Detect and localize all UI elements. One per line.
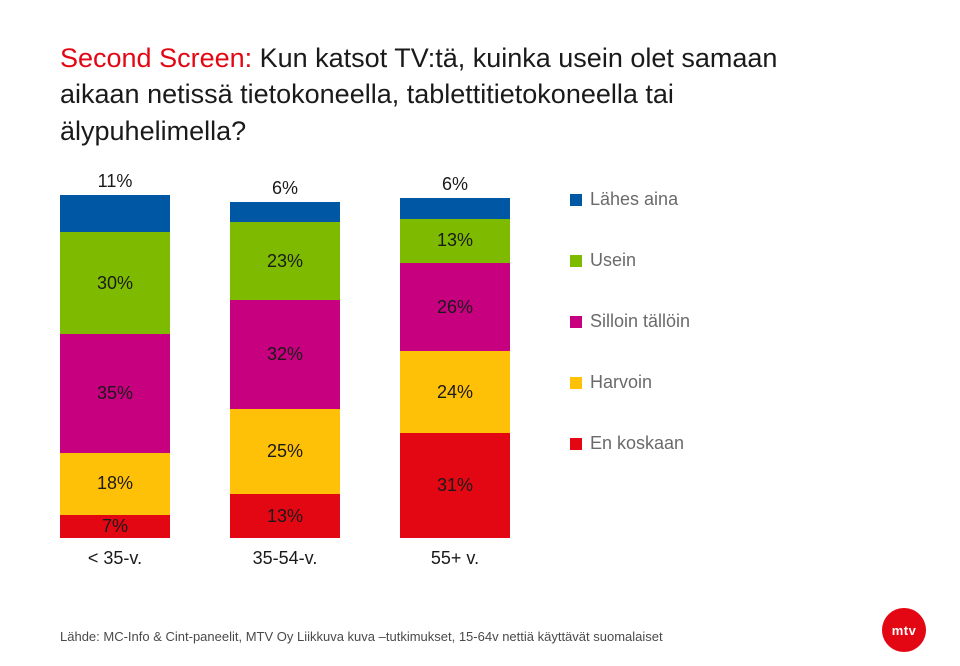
bar-value-label: 24% [437, 382, 473, 403]
bar-value-label: 6% [272, 178, 298, 199]
bar: 11% 30% 35% 18% 7% [60, 195, 170, 538]
bar-group: 6% 23% 32% 25% 13% 35-54-v. [230, 202, 340, 570]
bar-value-label: 26% [437, 297, 473, 318]
bar-segment: 6% [230, 202, 340, 222]
category-label: < 35-v. [88, 548, 142, 569]
bar-value-label: 35% [97, 383, 133, 404]
bar-segment: 25% [230, 409, 340, 494]
legend-item: Lähes aina [570, 189, 690, 210]
bar-segment: 7% [60, 515, 170, 539]
bar-segment: 32% [230, 300, 340, 409]
mtv-logo-text: mtv [892, 623, 917, 638]
bar-group: 6% 13% 26% 24% 31% 55+ v. [400, 198, 510, 569]
bar-segment: 23% [230, 222, 340, 300]
bar-value-label: 13% [267, 506, 303, 527]
legend-item: En koskaan [570, 433, 690, 454]
legend-label: En koskaan [590, 433, 684, 454]
bar-segment: 6% [400, 198, 510, 218]
legend-label: Silloin tällöin [590, 311, 690, 332]
legend-item: Usein [570, 250, 690, 271]
legend-swatch [570, 255, 582, 267]
bar-value-label: 18% [97, 473, 133, 494]
legend-label: Usein [590, 250, 636, 271]
bar-value-label: 31% [437, 475, 473, 496]
chart-area: 11% 30% 35% 18% 7% < 35-v. 6% 23% 32% 25% 13% 35-54… [60, 189, 900, 569]
bar-group: 11% 30% 35% 18% 7% < 35-v. [60, 195, 170, 569]
bar-segment: 24% [400, 351, 510, 433]
bar-segment: 26% [400, 263, 510, 351]
slide: Second Screen: Kun katsot TV:tä, kuinka … [0, 0, 960, 666]
legend-swatch [570, 316, 582, 328]
slide-title: Second Screen: Kun katsot TV:tä, kuinka … [60, 40, 820, 149]
bar-segment: 11% [60, 195, 170, 232]
bar-value-label: 32% [267, 344, 303, 365]
legend-label: Harvoin [590, 372, 652, 393]
legend-label: Lähes aina [590, 189, 678, 210]
legend: Lähes aina Usein Silloin tällöin Harvoin En … [570, 189, 690, 454]
category-label: 35-54-v. [253, 548, 318, 569]
bar: 6% 13% 26% 24% 31% [400, 198, 510, 538]
bar-value-label: 7% [102, 516, 128, 537]
bar-segment: 18% [60, 453, 170, 514]
legend-swatch [570, 194, 582, 206]
bar-value-label: 25% [267, 441, 303, 462]
bar-value-label: 23% [267, 251, 303, 272]
bar-segment: 35% [60, 334, 170, 453]
legend-swatch [570, 377, 582, 389]
bar: 6% 23% 32% 25% 13% [230, 202, 340, 539]
stacked-bar-chart: 11% 30% 35% 18% 7% < 35-v. 6% 23% 32% 25% 13% 35-54… [60, 189, 510, 569]
mtv-logo: mtv [882, 608, 926, 652]
bar-segment: 13% [400, 219, 510, 263]
legend-item: Harvoin [570, 372, 690, 393]
category-label: 55+ v. [431, 548, 479, 569]
bar-value-label: 6% [442, 174, 468, 195]
bar-value-label: 13% [437, 230, 473, 251]
bar-segment: 30% [60, 232, 170, 334]
legend-item: Silloin tällöin [570, 311, 690, 332]
bar-value-label: 11% [98, 171, 133, 192]
legend-swatch [570, 438, 582, 450]
bar-value-label: 30% [97, 273, 133, 294]
source-note: Lähde: MC-Info & Cint-paneelit, MTV Oy L… [60, 629, 663, 644]
bar-segment: 31% [400, 433, 510, 538]
title-lead: Second Screen: [60, 43, 252, 73]
bar-segment: 13% [230, 494, 340, 538]
